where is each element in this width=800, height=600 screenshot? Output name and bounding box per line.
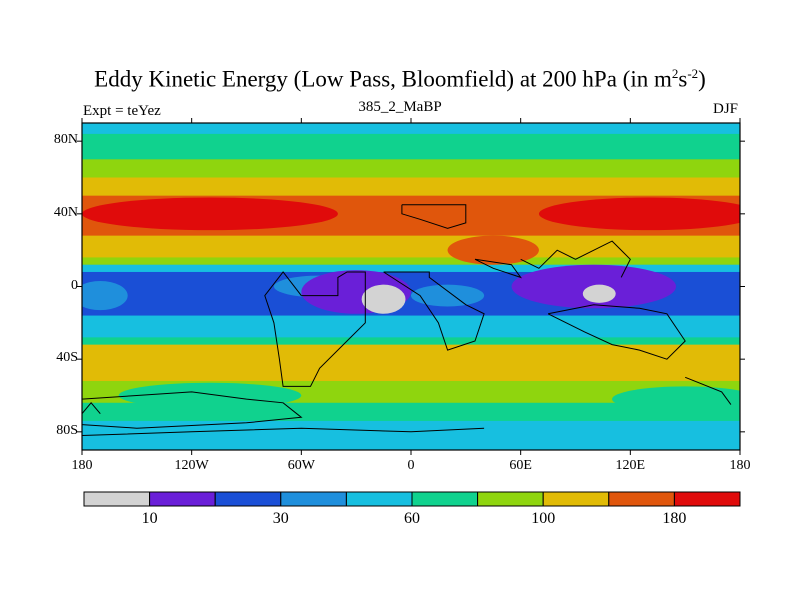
lon-tick-label-0: 180 — [71, 458, 93, 473]
lon-tick-label-6: 180 — [729, 458, 751, 473]
field-blob-6 — [582, 284, 616, 303]
zonal-band-5 — [82, 235, 740, 258]
field-blob-1 — [538, 197, 740, 231]
colorbar-label-1: 30 — [272, 510, 289, 527]
zonal-band-3 — [82, 177, 740, 197]
field-blob-5 — [361, 284, 406, 314]
zonal-band-7 — [82, 264, 740, 273]
colorbar-box-2 — [214, 491, 282, 507]
field-blob-11 — [612, 386, 740, 412]
colorbar-box-8 — [608, 491, 675, 507]
continent-outline-2 — [401, 204, 467, 229]
continent-outline-0 — [264, 271, 366, 387]
lat-tick-label-3: 40S — [56, 350, 78, 366]
colorbar-box-0 — [83, 491, 151, 507]
lon-tick-label-5: 120E — [615, 458, 646, 473]
continent-outline-8 — [82, 402, 101, 415]
zonal-band-1 — [82, 133, 740, 160]
lon-tick-label-4: 60E — [509, 458, 532, 473]
continent-outline-5 — [82, 391, 303, 429]
colorbar-box-5 — [411, 491, 479, 507]
colorbar-box-7 — [542, 491, 610, 507]
zonal-band-11 — [82, 344, 740, 382]
chart-subtitle: 385_2_MaBP — [358, 99, 442, 115]
season-label: DJF — [712, 101, 738, 117]
zonal-band-9 — [82, 315, 740, 338]
zonal-band-10 — [82, 337, 740, 346]
colorbar-label-4: 180 — [662, 510, 687, 527]
colorbar-box-3 — [280, 491, 347, 507]
colorbar-label-2: 60 — [404, 510, 420, 527]
lat-tick-label-2: 0 — [71, 277, 78, 293]
continent-outline-7 — [685, 376, 732, 405]
lon-tick-label-3: 0 — [407, 458, 415, 473]
lon-tick-label-1: 120W — [174, 458, 209, 473]
field-blob-8 — [82, 281, 128, 311]
lat-tick-label-4: 80S — [56, 422, 78, 438]
field-blob-10 — [118, 382, 302, 409]
continent-outline-4 — [547, 304, 686, 360]
continent-outline-3 — [474, 258, 523, 279]
continent-outline-9 — [520, 240, 631, 278]
chart-title: Eddy Kinetic Energy (Low Pass, Bloomfiel… — [94, 66, 706, 92]
lat-tick-label-0: 80N — [53, 132, 78, 148]
field-blob-0 — [82, 197, 338, 231]
lat-tick-label-1: 40N — [53, 204, 78, 220]
continent-outline-1 — [383, 271, 485, 351]
colorbar-label-0: 10 — [141, 510, 158, 527]
zonal-band-0 — [82, 123, 740, 135]
lon-tick-label-2: 60W — [287, 458, 315, 473]
colorbar-box-4 — [345, 491, 413, 507]
zonal-band-2 — [82, 159, 740, 178]
field-blob-7 — [411, 284, 485, 307]
zonal-band-6 — [82, 257, 740, 266]
continent-outline-6 — [82, 427, 485, 436]
experiment-label: Expt = teYez — [83, 103, 161, 119]
field-blob-9 — [447, 235, 539, 265]
colorbar-box-1 — [149, 491, 216, 507]
zonal-band-13 — [82, 402, 740, 422]
field-layer — [82, 123, 740, 450]
colorbar-box-6 — [477, 491, 544, 507]
colorbar-label-3: 100 — [531, 510, 556, 527]
colorbar-box-9 — [673, 491, 741, 507]
zonal-band-14 — [82, 420, 740, 450]
